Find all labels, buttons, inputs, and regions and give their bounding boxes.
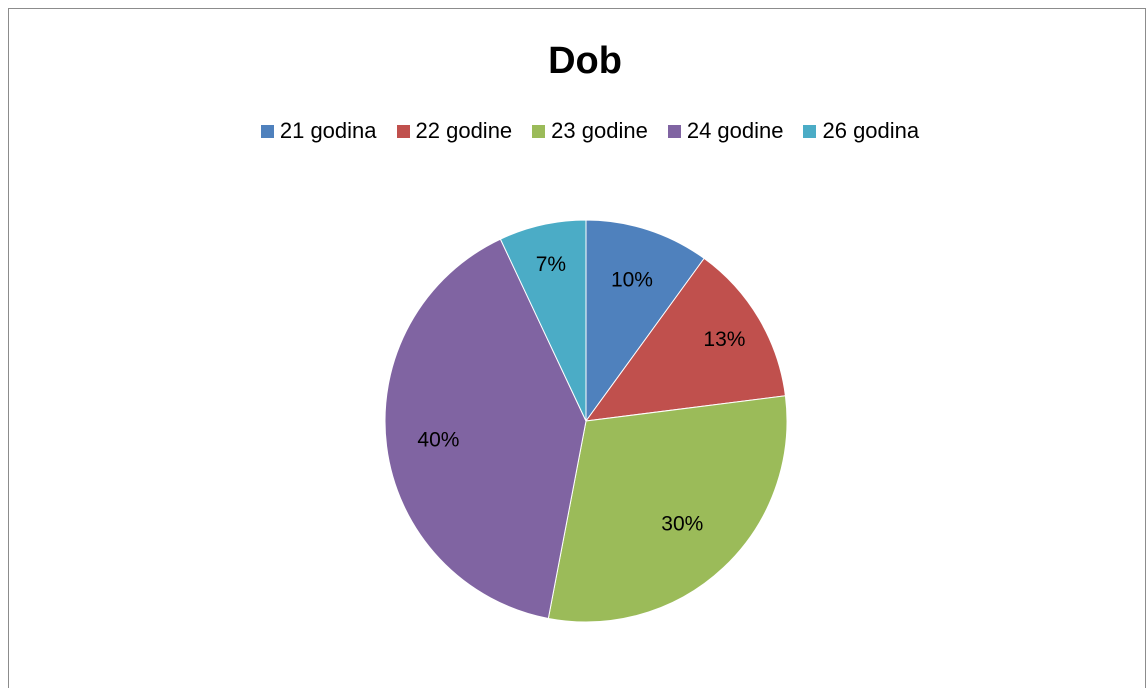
legend-item-2: 23 godine bbox=[532, 118, 648, 144]
pie-slice-0 bbox=[585, 219, 705, 423]
pie-slice-1 bbox=[584, 257, 786, 422]
pie-slice-3 bbox=[384, 238, 587, 620]
legend-item-4: 26 godina bbox=[803, 118, 919, 144]
legend-swatch-0 bbox=[260, 124, 274, 138]
legend-label-0: 21 godina bbox=[279, 118, 377, 143]
pie-data-label-4: 7% bbox=[536, 253, 566, 276]
pie-data-label-1: 13% bbox=[703, 328, 745, 351]
legend-item-0: 21 godina bbox=[260, 118, 377, 144]
legend-swatch-2 bbox=[532, 124, 546, 138]
pie-slice-2 bbox=[547, 395, 788, 623]
legend-item-3: 24 godine bbox=[667, 118, 784, 144]
legend-label-3: 24 godine bbox=[686, 118, 784, 143]
pie-data-label-3: 40% bbox=[417, 429, 459, 452]
pie-data-label-2: 30% bbox=[661, 513, 703, 536]
legend-swatch-4 bbox=[803, 124, 817, 138]
pie-slice-4 bbox=[499, 219, 587, 422]
legend-swatch-1 bbox=[396, 124, 410, 138]
pie-chart: 10% 13% 30% 40% 7% bbox=[384, 219, 788, 623]
legend-swatch-3 bbox=[667, 124, 681, 138]
chart-title: Dob bbox=[548, 40, 622, 82]
pie-labels: 10% 13% 30% 40% 7% bbox=[417, 253, 745, 535]
chart-legend: 21 godina 22 godine 23 godine 24 godine … bbox=[0, 118, 1148, 144]
legend-label-2: 23 godine bbox=[551, 118, 648, 143]
legend-label-4: 26 godina bbox=[822, 118, 920, 143]
pie-slices bbox=[384, 219, 788, 623]
pie-data-label-0: 10% bbox=[611, 269, 653, 292]
legend-item-1: 22 godine bbox=[396, 118, 513, 144]
legend-label-1: 22 godine bbox=[415, 118, 513, 143]
